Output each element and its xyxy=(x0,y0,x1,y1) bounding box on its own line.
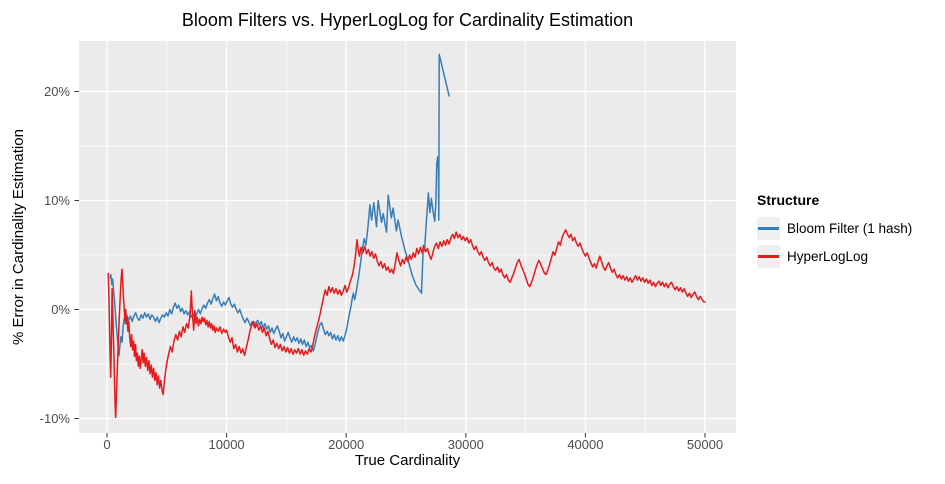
x-tick-label: 50000 xyxy=(687,437,723,452)
series-line-hyperloglog xyxy=(107,229,706,419)
y-tick-label: -10% xyxy=(40,411,71,426)
legend-item-hyperloglog: HyperLogLog xyxy=(757,245,943,268)
series-line-bloom-filter-1-hash xyxy=(109,53,450,357)
y-tick-label: 10% xyxy=(44,193,70,208)
y-tick-label: 20% xyxy=(44,84,70,99)
legend-label-bloom-filter: Bloom Filter (1 hash) xyxy=(787,221,913,236)
legend-item-bloom-filter: Bloom Filter (1 hash) xyxy=(757,217,943,240)
x-tick-label: 20000 xyxy=(328,437,364,452)
legend: Structure Bloom Filter (1 hash) HyperLog… xyxy=(757,192,943,273)
legend-label-hyperloglog: HyperLogLog xyxy=(787,249,869,264)
x-tick-label: 40000 xyxy=(567,437,603,452)
legend-key-hyperloglog xyxy=(757,245,780,268)
bloom-filter-line-swatch-icon xyxy=(758,227,779,230)
hyperloglog-line-swatch-icon xyxy=(758,255,779,258)
x-tick-label: 0 xyxy=(103,437,110,452)
x-tick-label: 30000 xyxy=(448,437,484,452)
y-tick-label: 0% xyxy=(51,302,70,317)
legend-key-bloom-filter xyxy=(757,217,780,240)
plot-title: Bloom Filters vs. HyperLogLog for Cardin… xyxy=(181,10,634,30)
panel-background xyxy=(79,41,736,433)
x-tick-label: 10000 xyxy=(209,437,245,452)
x-axis-title: True Cardinality xyxy=(354,452,461,469)
legend-title: Structure xyxy=(757,192,820,208)
